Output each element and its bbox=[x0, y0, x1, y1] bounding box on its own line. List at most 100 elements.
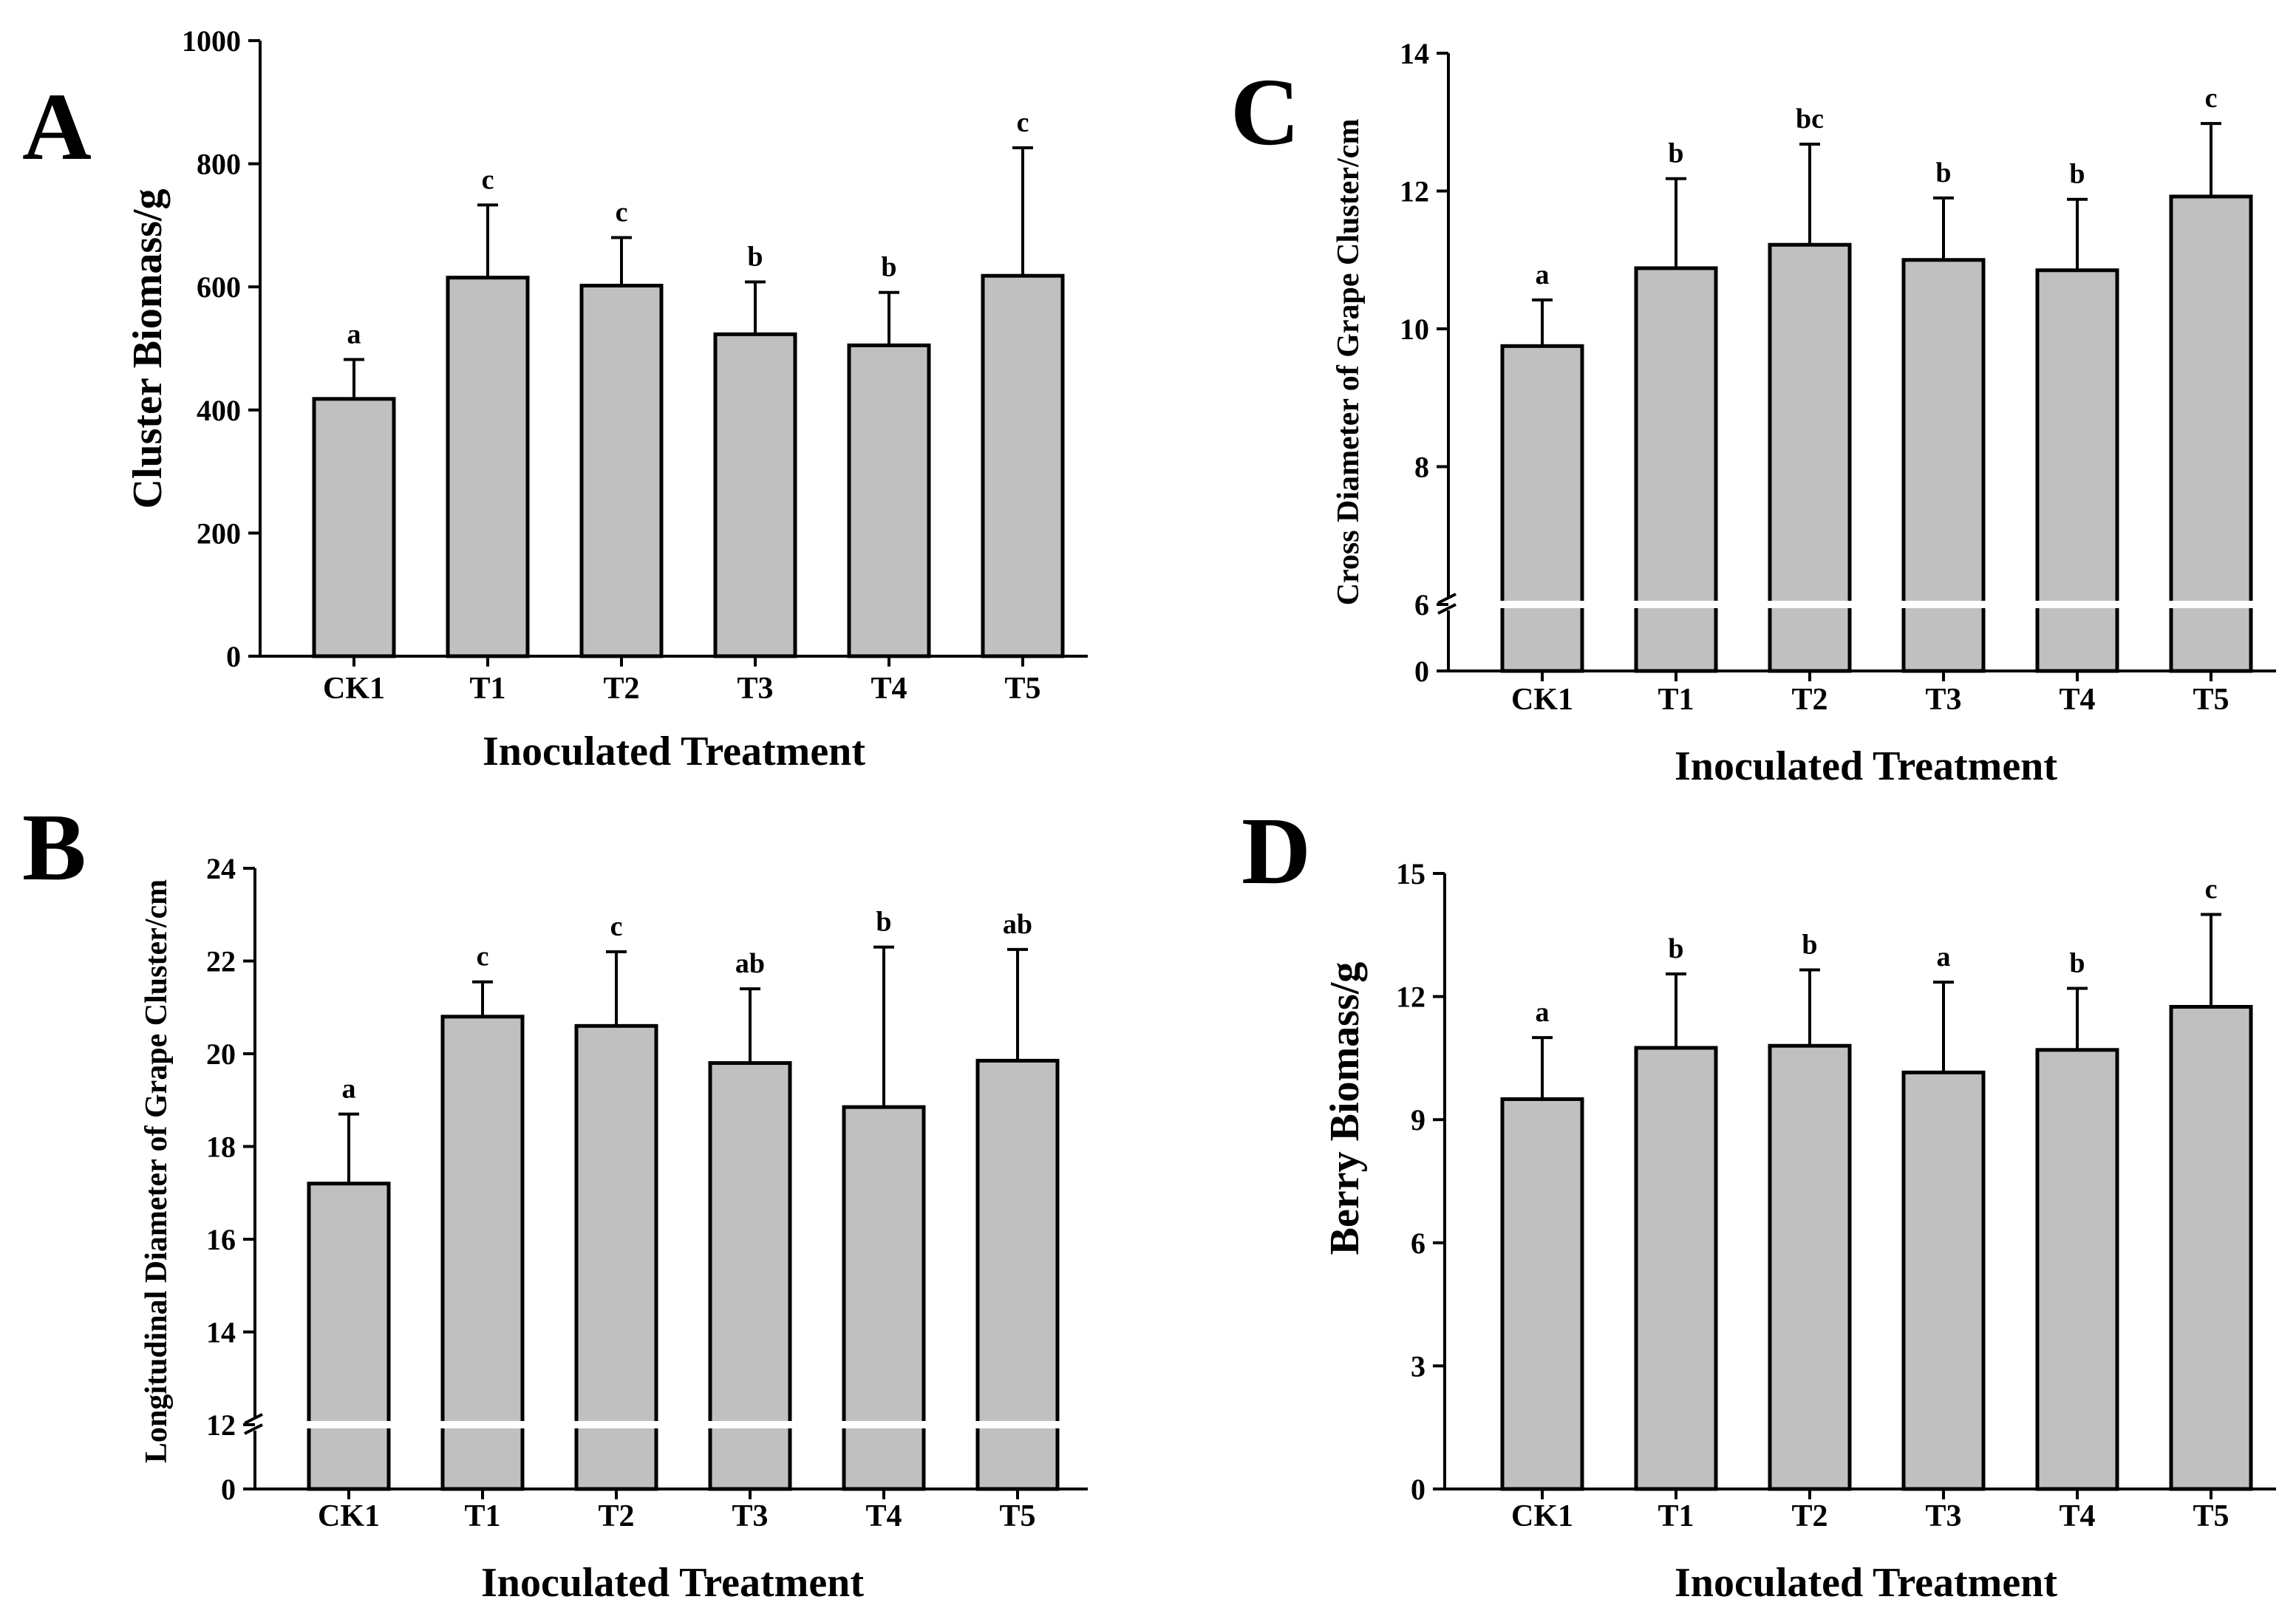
axis-break-band bbox=[1451, 601, 2279, 608]
axis-break-mark bbox=[244, 1413, 263, 1425]
significance-label: b bbox=[2069, 947, 2085, 978]
y-tick-label: 1000 bbox=[182, 24, 241, 58]
y-tick-label: 8 bbox=[1414, 451, 1429, 484]
bar bbox=[847, 343, 931, 658]
significance-label: b bbox=[876, 907, 891, 938]
y-tick-label: 10 bbox=[1400, 313, 1429, 346]
y-tick-label: 9 bbox=[1411, 1103, 1425, 1137]
significance-label: a bbox=[342, 1074, 356, 1105]
significance-label: b bbox=[1935, 157, 1951, 188]
panel-a: Aa CK1 c T1 c T2 b T3 b T4 c T5 0 200 400 600 800 1000 Ino… bbox=[22, 24, 1088, 774]
category-label: CK1 bbox=[1511, 683, 1573, 717]
y-axis-title: Longitudinal Diameter of Grape Cluster/c… bbox=[140, 879, 174, 1463]
panel-letter: D bbox=[1241, 798, 1311, 904]
bar bbox=[842, 1105, 926, 1491]
x-axis-title: Inoculated Treatment bbox=[1675, 743, 2057, 789]
panel-letter: C bbox=[1230, 59, 1300, 166]
significance-label: b bbox=[1802, 930, 1817, 961]
y-tick-label: 0 bbox=[221, 1473, 236, 1506]
y-tick-label: 6 bbox=[1411, 1227, 1425, 1260]
bar bbox=[312, 397, 396, 658]
category-label: T4 bbox=[2059, 683, 2095, 717]
significance-label: a bbox=[1937, 941, 1951, 972]
category-label: T5 bbox=[2193, 1499, 2229, 1533]
significance-label: ab bbox=[735, 948, 765, 979]
significance-label: a bbox=[1536, 259, 1550, 290]
significance-label: c bbox=[477, 941, 489, 972]
y-tick-label: 6 bbox=[1414, 588, 1429, 621]
category-label: T5 bbox=[999, 1499, 1035, 1533]
x-axis-title: Inoculated Treatment bbox=[1675, 1560, 2057, 1606]
category-label: CK1 bbox=[1511, 1499, 1573, 1533]
y-tick-label: 20 bbox=[206, 1037, 236, 1071]
y-tick-label: 0 bbox=[1414, 655, 1429, 688]
panel-letter: A bbox=[22, 74, 92, 180]
bar bbox=[574, 1023, 658, 1491]
category-label: T2 bbox=[603, 672, 639, 706]
category-label: T3 bbox=[737, 672, 773, 706]
y-tick-label: 600 bbox=[197, 270, 241, 304]
bar bbox=[713, 332, 797, 658]
y-tick-label: 22 bbox=[206, 945, 236, 978]
significance-label: c bbox=[610, 911, 623, 942]
bar bbox=[1901, 1070, 1986, 1491]
panel-d: Da CK1 b T1 b T2 a T3 b T4 c T5 0 3 6 9 12 15 Inoculated T… bbox=[1241, 798, 2276, 1606]
significance-label: bc bbox=[1796, 103, 1824, 134]
significance-label: b bbox=[881, 252, 896, 283]
significance-label: b bbox=[2069, 159, 2085, 190]
y-tick-label: 12 bbox=[1400, 175, 1429, 208]
y-tick-label: 0 bbox=[226, 640, 241, 673]
category-label: T3 bbox=[1925, 1499, 1961, 1533]
category-label: T5 bbox=[1004, 672, 1040, 706]
bar bbox=[981, 273, 1065, 658]
panel-c: Ca CK1 b T1 bc T2 b T3 b T4 c T5 0 6 8 10 12 14 Inoculated… bbox=[1230, 37, 2279, 789]
significance-label: a bbox=[1536, 997, 1550, 1028]
panel-letter: B bbox=[22, 794, 86, 901]
category-label: T4 bbox=[865, 1499, 902, 1533]
significance-label: c bbox=[2205, 874, 2218, 905]
category-label: T4 bbox=[871, 672, 907, 706]
significance-label: b bbox=[1668, 138, 1683, 169]
category-label: T3 bbox=[1925, 683, 1961, 717]
bar bbox=[2169, 194, 2253, 673]
significance-label: c bbox=[482, 164, 494, 195]
category-label: T5 bbox=[2193, 683, 2229, 717]
panel-b: Ba CK1 c T1 c T2 ab T3 b T4 ab T5 0 12 14 16 18 20 22 24 Ino… bbox=[22, 794, 1091, 1606]
y-tick-label: 14 bbox=[206, 1316, 236, 1349]
bar bbox=[2035, 268, 2119, 673]
y-tick-label: 800 bbox=[197, 148, 241, 181]
significance-label: b bbox=[1668, 933, 1683, 964]
bar bbox=[1634, 1046, 1718, 1491]
bar bbox=[1768, 242, 1852, 673]
bar bbox=[1768, 1043, 1852, 1491]
y-axis-title: Cluster Biomass/g bbox=[125, 189, 171, 509]
y-tick-label: 18 bbox=[206, 1131, 236, 1164]
x-axis-title: Inoculated Treatment bbox=[483, 729, 865, 774]
y-tick-label: 15 bbox=[1396, 857, 1425, 890]
category-label: T1 bbox=[1658, 683, 1694, 717]
y-tick-label: 0 bbox=[1411, 1473, 1425, 1506]
y-tick-label: 400 bbox=[197, 394, 241, 427]
category-label: CK1 bbox=[323, 672, 385, 706]
bar bbox=[1634, 266, 1718, 673]
bar bbox=[2035, 1048, 2119, 1491]
bar bbox=[579, 284, 664, 658]
category-label: T1 bbox=[464, 1499, 500, 1533]
significance-label: c bbox=[616, 197, 628, 228]
category-label: T2 bbox=[598, 1499, 634, 1533]
category-label: T3 bbox=[732, 1499, 768, 1533]
significance-label: c bbox=[2205, 83, 2218, 114]
significance-label: c bbox=[1017, 107, 1029, 138]
y-axis-title: Cross Diameter of Grape Cluster/cm bbox=[1332, 119, 1366, 606]
y-axis-title: Berry Biomass/g bbox=[1322, 962, 1368, 1255]
category-label: T1 bbox=[1658, 1499, 1694, 1533]
category-label: T4 bbox=[2059, 1499, 2095, 1533]
significance-label: a bbox=[347, 318, 361, 350]
significance-label: ab bbox=[1003, 909, 1032, 940]
y-tick-label: 16 bbox=[206, 1223, 236, 1256]
y-tick-label: 14 bbox=[1400, 37, 1429, 70]
y-tick-label: 24 bbox=[206, 852, 236, 885]
axis-break-mark bbox=[1437, 603, 1457, 615]
bar bbox=[446, 276, 530, 658]
bar bbox=[1901, 258, 1986, 673]
